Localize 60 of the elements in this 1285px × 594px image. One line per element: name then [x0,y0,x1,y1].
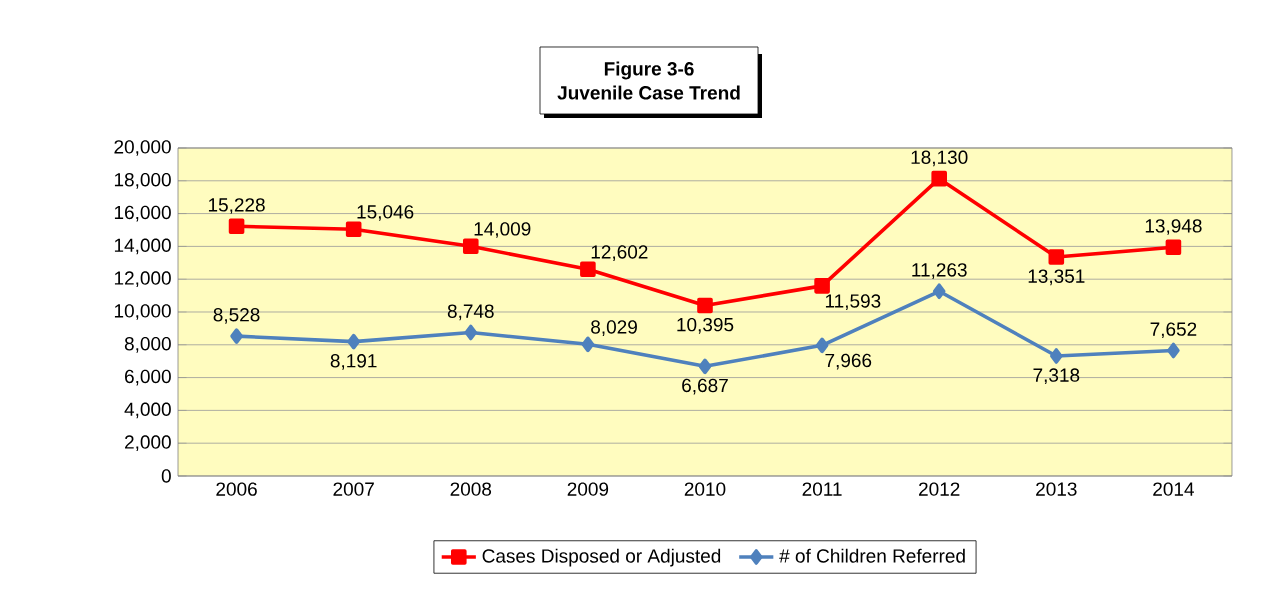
point [580,261,596,278]
data-label: 14,009 [474,222,531,238]
data-label: 6,687 [682,378,728,395]
x-tick-label: 2013 [1036,482,1077,496]
x-tick-label: 2007 [333,482,374,496]
x-tick-label: 2011 [802,482,842,496]
data-label: 11,263 [912,263,967,279]
x-tick-label: 2006 [216,482,257,496]
point [1048,249,1065,265]
y-tick-label: 12,000 [114,271,171,288]
point [932,283,946,300]
data-label: 15,046 [357,205,414,221]
point [1167,342,1180,359]
data-label: 18,130 [911,150,968,167]
legend-label: # of Children Referred [779,548,965,563]
x-tick-label: 2012 [919,482,960,496]
y-tick-label: 10,000 [114,304,171,320]
data-label: 12,602 [591,245,648,261]
y-tick-label: 2,000 [125,435,171,452]
point [931,170,947,187]
data-label: 7,652 [1150,322,1197,339]
point [814,278,830,294]
point [228,218,245,235]
point [1165,239,1182,256]
point [230,328,243,344]
data-label: 13,351 [1028,269,1085,286]
point [698,358,712,375]
point [581,336,595,353]
chart-title: Figure 3-6 [604,61,694,80]
y-tick-label: 6,000 [125,369,171,386]
data-label: 8,029 [591,320,637,336]
point [347,333,360,350]
data-label: 8,748 [447,304,494,321]
data-label: 8,191 [330,354,377,370]
point [1050,348,1063,364]
point [464,324,478,341]
x-tick-label: 2009 [567,482,609,496]
y-tick-label: 20,000 [114,140,171,156]
data-label: 11,593 [825,294,881,310]
y-tick-label: 16,000 [114,205,171,222]
point [462,238,479,255]
data-label: 15,228 [208,198,265,214]
data-label: 8,528 [213,308,260,324]
x-tick-label: 2014 [1153,482,1194,496]
y-tick-label: 18,000 [114,172,171,189]
point [815,337,829,354]
legend-label: Cases Disposed or Adjusted [482,548,721,567]
y-tick-label: 14,000 [114,238,171,255]
x-tick-label: 2010 [684,482,726,496]
x-tick-label: 2008 [450,482,492,496]
data-label: 13,948 [1145,219,1202,235]
data-label: 7,318 [1033,368,1080,385]
data-label: 10,395 [677,317,734,334]
y-tick-label: 8,000 [124,336,171,353]
chart-subtitle: Juvenile Case Trend [557,85,740,100]
data-label: 7,966 [825,353,872,370]
y-tick-label: 0 [161,469,171,483]
y-tick-label: 4,000 [124,402,171,419]
point [697,297,713,314]
point [345,221,362,238]
